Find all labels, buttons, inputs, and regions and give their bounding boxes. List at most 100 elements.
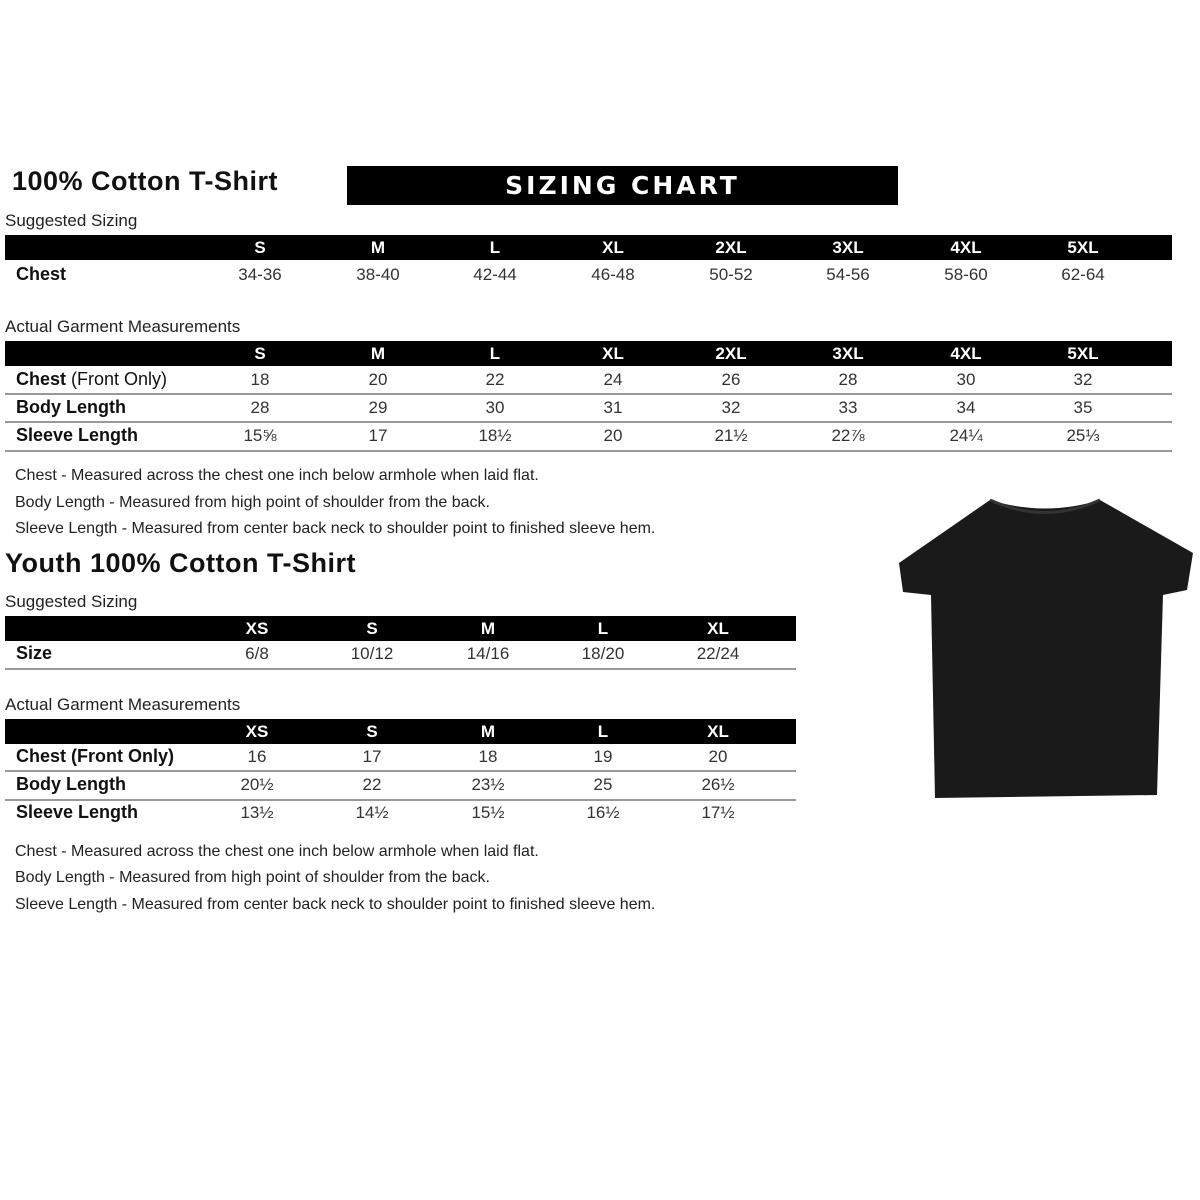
size-header-s: S [366, 722, 378, 741]
size-header-s: S [254, 238, 266, 257]
table-cell: 58-60 [944, 265, 988, 284]
size-header-xl: XL [602, 238, 624, 257]
youth-suggested-header-bar [5, 616, 796, 641]
table-cell: 18 [478, 747, 498, 766]
row-label: Chest [16, 264, 66, 285]
size-header-s: S [366, 619, 378, 638]
table-cell: 13½ [240, 803, 274, 822]
size-header-xs: XS [245, 619, 269, 638]
table-cell: 22⅞ [831, 426, 865, 445]
size-header-xl: XL [707, 722, 729, 741]
table-cell: 54-56 [826, 265, 870, 284]
adult-actual-header-bar [5, 341, 1172, 366]
table-cell: 15½ [471, 803, 505, 822]
table-cell: 35 [1073, 398, 1093, 417]
row-separator [5, 799, 796, 801]
row-label-text: Body Length [16, 397, 126, 417]
table-cell: 18/20 [581, 644, 625, 663]
row-label-text: Sleeve Length [16, 425, 139, 445]
table-cell: 18 [250, 370, 270, 389]
table-cell: 24¼ [949, 426, 983, 445]
sizing-chart-banner: SIZING CHART [347, 166, 898, 205]
table-cell: 20 [603, 426, 623, 445]
table-cell: 31 [603, 398, 623, 417]
row-label: Size [16, 643, 52, 664]
youth-suggested-label: Suggested Sizing [5, 592, 138, 611]
table-cell: 19 [593, 747, 613, 766]
size-header-l: L [597, 722, 609, 741]
youth-title: Youth 100% Cotton T-Shirt [5, 548, 356, 578]
table-cell: 17½ [701, 803, 735, 822]
adult-title: 100% Cotton T-Shirt [12, 166, 279, 196]
size-header-xs: XS [245, 722, 269, 741]
table-cell: 22 [485, 370, 505, 389]
table-cell: 6/8 [245, 644, 269, 663]
table-cell: 38-40 [356, 265, 400, 284]
table-cell: 20 [368, 370, 388, 389]
row-label: Body Length [16, 397, 126, 418]
table-cell: 14/16 [466, 644, 510, 663]
size-header-s: S [254, 344, 266, 363]
row-label-text: Chest [16, 369, 67, 389]
size-header-2xl: 2XL [715, 344, 747, 363]
youth-note: Body Length - Measured from high point o… [15, 869, 490, 886]
table-cell: 26 [721, 370, 741, 389]
size-header-5xl: 5XL [1067, 344, 1099, 363]
table-cell: 16½ [586, 803, 620, 822]
table-cell: 46-48 [591, 265, 635, 284]
table-cell: 15⅝ [243, 426, 277, 445]
adult-suggested-header-bar [5, 235, 1172, 260]
size-header-m: M [480, 722, 496, 741]
table-cell: 10/12 [350, 644, 394, 663]
row-label: Sleeve Length [16, 802, 138, 823]
row-separator [5, 668, 796, 670]
row-label: Chest (Front Only) [16, 369, 167, 390]
tshirt-image [899, 498, 1193, 798]
row-label-text: Chest (Front Only) [16, 746, 174, 766]
adult-note: Body Length - Measured from high point o… [15, 494, 490, 511]
table-cell: 62-64 [1061, 265, 1105, 284]
table-cell: 34 [956, 398, 976, 417]
youth-actual-header-bar [5, 719, 796, 744]
size-header-m: M [370, 238, 386, 257]
table-cell: 17 [368, 426, 388, 445]
row-label-text: Sleeve Length [16, 802, 139, 822]
table-cell: 22/24 [696, 644, 740, 663]
table-cell: 25 [593, 775, 613, 794]
size-header-xl: XL [602, 344, 624, 363]
adult-note: Sleeve Length - Measured from center bac… [15, 520, 656, 537]
table-cell: 18½ [478, 426, 512, 445]
row-label-suffix: (Front Only) [66, 369, 168, 389]
row-separator [5, 421, 1172, 423]
table-cell: 42-44 [473, 265, 517, 284]
table-cell: 26½ [701, 775, 735, 794]
row-separator [5, 450, 1172, 452]
table-cell: 32 [721, 398, 741, 417]
table-cell: 25⅓ [1066, 426, 1100, 445]
size-header-3xl: 3XL [832, 344, 864, 363]
table-cell: 50-52 [709, 265, 753, 284]
table-cell: 33 [838, 398, 858, 417]
table-cell: 20 [708, 747, 728, 766]
row-separator [5, 393, 1172, 395]
row-label-text: Body Length [16, 774, 126, 794]
table-cell: 16 [247, 747, 267, 766]
table-cell: 20½ [240, 775, 274, 794]
size-header-l: L [597, 619, 609, 638]
table-cell: 30 [485, 398, 505, 417]
size-header-m: M [480, 619, 496, 638]
size-header-m: M [370, 344, 386, 363]
table-cell: 34-36 [238, 265, 282, 284]
adult-suggested-label: Suggested Sizing [5, 211, 138, 230]
size-header-l: L [489, 344, 501, 363]
row-label: Body Length [16, 774, 126, 795]
table-cell: 29 [368, 398, 388, 417]
table-cell: 32 [1073, 370, 1093, 389]
row-separator [5, 770, 796, 772]
size-header-3xl: 3XL [832, 238, 864, 257]
row-label: Sleeve Length [16, 425, 138, 446]
adult-note: Chest - Measured across the chest one in… [15, 467, 539, 484]
size-header-5xl: 5XL [1067, 238, 1099, 257]
table-cell: 21½ [714, 426, 748, 445]
row-label: Chest (Front Only) [16, 746, 174, 767]
